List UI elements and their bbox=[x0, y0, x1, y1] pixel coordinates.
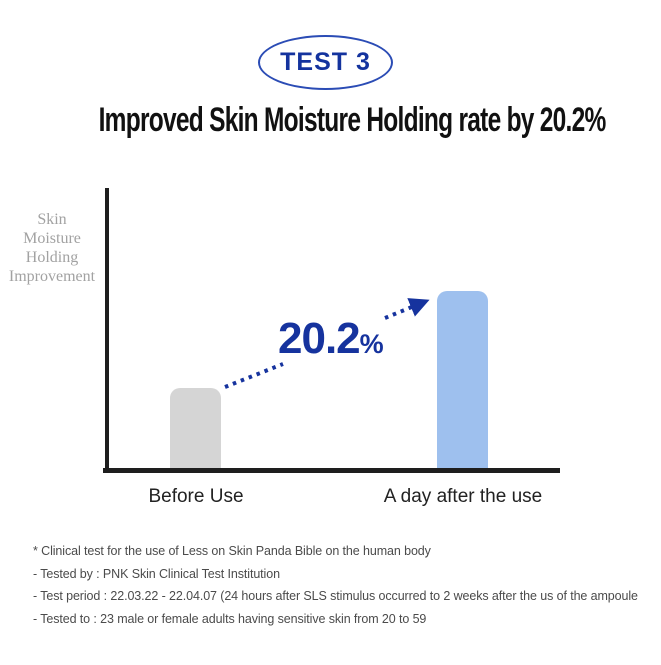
percent-sign: % bbox=[359, 329, 384, 359]
bar-before-use bbox=[170, 388, 221, 468]
footnotes: * Clinical test for the use of Less on S… bbox=[33, 540, 648, 630]
y-axis-label-line: Improvement bbox=[8, 268, 96, 285]
bar-after-use bbox=[437, 291, 488, 468]
footnote-line: - Tested to : 23 male or female adults h… bbox=[33, 611, 427, 626]
y-axis-label-line: Holding bbox=[25, 249, 79, 266]
category-label-before-use: Before Use bbox=[148, 486, 244, 507]
x-axis-line bbox=[103, 468, 560, 473]
y-axis-label: Skin Moisture Holding Improvement bbox=[0, 210, 104, 286]
footnote-line: - Test period : 22.03.22 - 22.04.07 (24 … bbox=[33, 589, 638, 603]
increase-value: 20.2 bbox=[278, 314, 361, 363]
y-axis-label-line: Moisture bbox=[23, 230, 81, 247]
page-title-text: Improved Skin Moisture Holding rate by 2… bbox=[98, 101, 607, 139]
y-axis-label-line: Skin bbox=[37, 211, 67, 228]
footnote-line: - Tested by : PNK Skin Clinical Test Ins… bbox=[33, 566, 280, 581]
test-number-badge: TEST 3 bbox=[258, 35, 393, 90]
badge-label: TEST 3 bbox=[280, 48, 371, 76]
increase-annotation: 20.2% bbox=[278, 314, 384, 364]
footnote-line: * Clinical test for the use of Less on S… bbox=[33, 544, 431, 558]
increase-arrow-icon bbox=[224, 298, 430, 389]
category-label-after-use: A day after the use bbox=[383, 486, 543, 507]
page-title: Improved Skin Moisture Holding rate by 2… bbox=[0, 101, 661, 140]
y-axis-line bbox=[105, 188, 109, 473]
